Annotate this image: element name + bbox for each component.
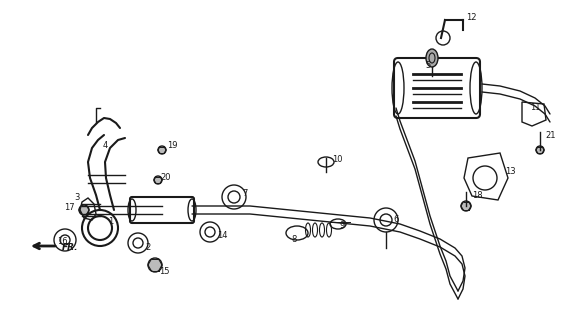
Text: 21: 21 — [545, 132, 555, 140]
Text: 7: 7 — [242, 189, 248, 198]
Circle shape — [536, 146, 544, 154]
Text: 4: 4 — [103, 140, 108, 149]
Text: 5: 5 — [425, 60, 431, 69]
Text: 2: 2 — [145, 243, 150, 252]
Circle shape — [148, 258, 162, 272]
Text: 15: 15 — [159, 268, 170, 276]
Text: 20: 20 — [160, 173, 170, 182]
Text: 18: 18 — [472, 191, 483, 201]
Text: 9: 9 — [340, 220, 345, 229]
Text: 8: 8 — [291, 236, 296, 244]
Circle shape — [79, 205, 89, 215]
Text: 12: 12 — [466, 12, 476, 21]
Text: 3: 3 — [74, 194, 80, 203]
Text: FR.: FR. — [62, 244, 78, 252]
Text: 10: 10 — [332, 156, 343, 164]
Text: 16: 16 — [57, 237, 67, 246]
Circle shape — [461, 201, 471, 211]
Text: 19: 19 — [167, 140, 178, 149]
Text: 11: 11 — [530, 103, 540, 113]
Text: 14: 14 — [217, 231, 228, 241]
Text: 1: 1 — [108, 218, 113, 227]
Circle shape — [154, 176, 162, 184]
Text: 13: 13 — [505, 167, 515, 177]
Text: 6: 6 — [393, 215, 399, 225]
Circle shape — [158, 146, 166, 154]
Text: 17: 17 — [64, 203, 74, 212]
Ellipse shape — [426, 49, 438, 67]
